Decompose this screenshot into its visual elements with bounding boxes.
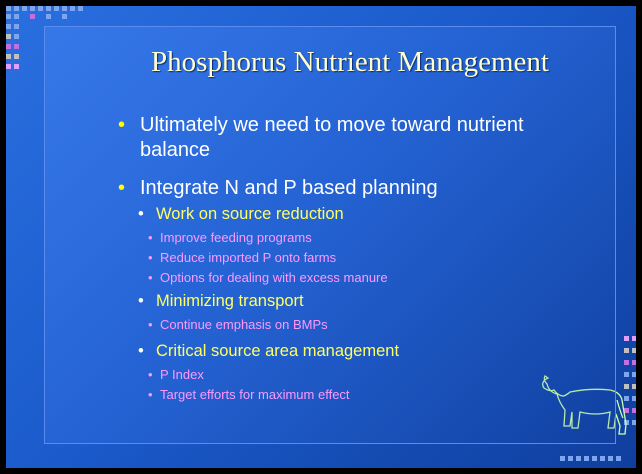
slide-title: Phosphorus Nutrient Management bbox=[151, 46, 549, 78]
sub-list: • Work on source reduction • Improve feedin… bbox=[136, 201, 548, 405]
bullet-item: • Critical source area management • P Index… bbox=[136, 338, 548, 405]
bullet-marker: • bbox=[148, 317, 153, 332]
bullet-marker: • bbox=[138, 205, 144, 223]
bullet-text: Integrate N and P based planning bbox=[140, 177, 438, 199]
slide bbox=[6, 6, 636, 468]
bullet-text: Ultimately we need to move toward nutrie… bbox=[140, 114, 524, 161]
bullet-text: Critical source area management bbox=[156, 342, 400, 360]
bullet-text: Target efforts for maximum effect bbox=[160, 387, 350, 402]
sub-list: • Improve feeding programs • Reduce importe… bbox=[148, 228, 548, 288]
bullet-item: • Integrate N and P based planning • Work o… bbox=[118, 176, 548, 405]
bullet-text: Continue emphasis on BMPs bbox=[160, 317, 328, 332]
bullet-item: • P Index bbox=[148, 365, 548, 385]
bullet-marker: • bbox=[148, 250, 153, 265]
bullet-marker: • bbox=[148, 270, 153, 285]
bullet-item: • Work on source reduction • Improve feedin… bbox=[136, 201, 548, 288]
bullet-marker: • bbox=[118, 114, 126, 136]
bullet-item: • Improve feeding programs bbox=[148, 228, 548, 248]
bullet-item: • Options for dealing with excess manure bbox=[148, 268, 548, 288]
bullet-marker: • bbox=[138, 342, 144, 360]
bullet-item: • Reduce imported P onto farms bbox=[148, 248, 548, 268]
bullet-marker: • bbox=[138, 292, 144, 310]
bullet-text: Options for dealing with excess manure bbox=[160, 270, 388, 285]
content-frame bbox=[44, 26, 616, 444]
bullet-item: • Ultimately we need to move toward nutri… bbox=[118, 113, 548, 163]
bullet-text: P Index bbox=[160, 367, 204, 382]
bullet-item: • Target efforts for maximum effect bbox=[148, 385, 548, 405]
bullet-text: Minimizing transport bbox=[156, 292, 304, 310]
bullet-text: Reduce imported P onto farms bbox=[160, 250, 337, 265]
bullet-marker: • bbox=[118, 177, 126, 199]
bullet-list: • Ultimately we need to move toward nutri… bbox=[118, 113, 548, 405]
cow-outline bbox=[542, 375, 627, 435]
bullet-item: • Minimizing transport • Continue emphasis … bbox=[136, 288, 548, 335]
bullet-marker: • bbox=[148, 230, 153, 245]
bullet-item: • Continue emphasis on BMPs bbox=[148, 315, 548, 335]
bullet-text: Improve feeding programs bbox=[160, 230, 312, 245]
bullet-text: Work on source reduction bbox=[156, 205, 344, 223]
corner-squares bbox=[6, 6, 636, 461]
sub-list: • Continue emphasis on BMPs bbox=[148, 315, 548, 335]
sub-list: • P Index • Target efforts for maximum effe… bbox=[148, 365, 548, 405]
bullet-marker: • bbox=[148, 367, 153, 382]
bullet-marker: • bbox=[148, 387, 153, 402]
